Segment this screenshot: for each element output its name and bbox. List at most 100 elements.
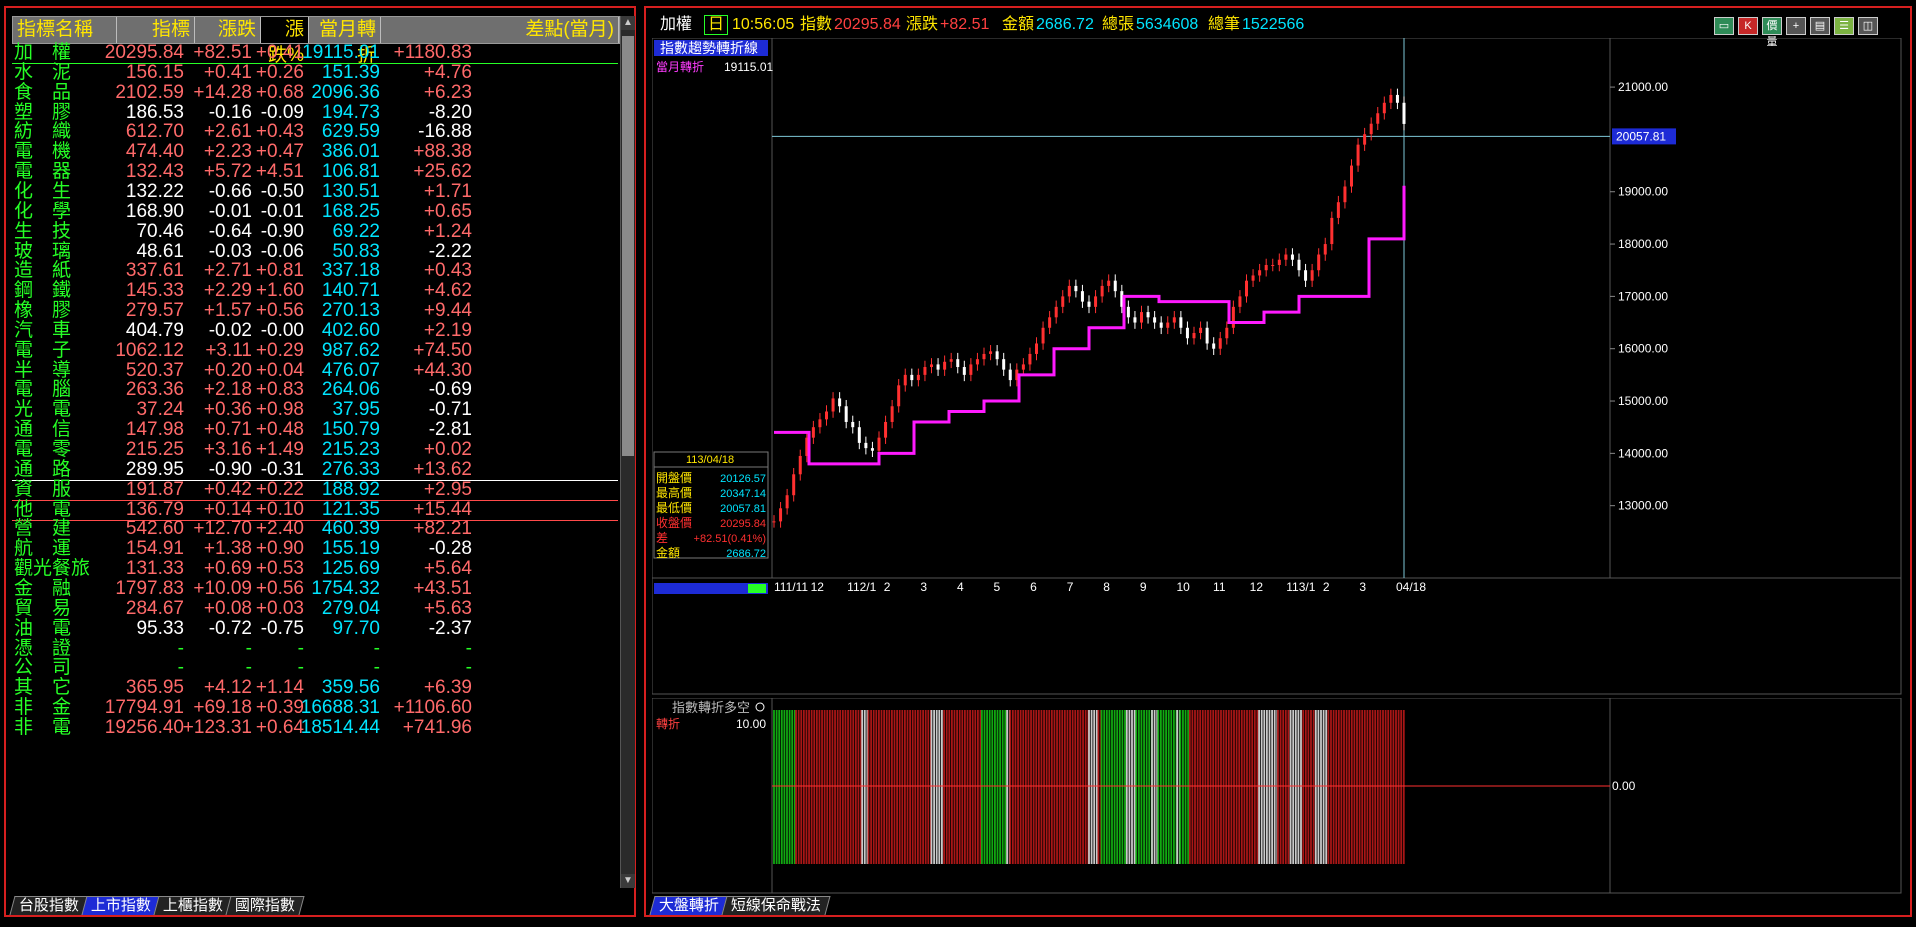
table-row[interactable]: 玻 璃 48.61 -0.03 -0.06 50.83 -2.22: [12, 241, 618, 262]
table-row[interactable]: 造 紙 337.61 +2.71 +0.81 337.18 +0.43: [12, 261, 618, 281]
right-tab-0[interactable]: 大盤轉折: [649, 896, 729, 915]
table-row[interactable]: 營 建 542.60 +12.70 +2.40 460.39 +82.21: [12, 519, 618, 539]
toolbar-button-1[interactable]: K: [1738, 17, 1758, 35]
diff-value: +2.95: [423, 478, 472, 500]
change-value: +82.51: [193, 42, 252, 63]
candle-body: [943, 361, 947, 370]
right-tab-1[interactable]: 短線保命戰法: [721, 896, 831, 915]
table-row[interactable]: 通 信 147.98 +0.71 +0.48 150.79 -2.81: [12, 420, 618, 440]
table-row[interactable]: 油 電 95.33 -0.72 -0.75 97.70 -2.37: [12, 618, 618, 639]
table-row[interactable]: 橡 膠 279.57 +1.57 +0.56 270.13 +9.44: [12, 301, 618, 321]
candle-body: [1264, 264, 1268, 271]
table-row[interactable]: 汽 車 404.79 -0.02 -0.00 402.60 +2.19: [12, 320, 618, 341]
scroll-thumb[interactable]: [622, 36, 634, 456]
index-name: 電 零: [14, 439, 72, 460]
table-row[interactable]: 資 服 191.87 +0.42 +0.22 188.92 +2.95: [12, 478, 618, 501]
x-tick-label: 4: [957, 580, 964, 594]
candle-body: [1382, 102, 1386, 114]
table-row[interactable]: 化 學 168.90 -0.01 -0.01 168.25 +0.65: [12, 201, 618, 222]
chart-panel: 加權 日 10:56:05 指數 20295.84 漲跌 +82.51 金額 2…: [644, 6, 1912, 917]
column-header-2[interactable]: 漲跌: [195, 17, 261, 43]
main-chart[interactable]: 指數趨勢轉折線 當月轉折 19115.01 13000.00 14000.00 15000…: [651, 37, 1902, 695]
change-pct: -0.00: [260, 319, 304, 341]
change-pct: +0.03: [255, 597, 304, 619]
column-header-3[interactable]: 漲跌%: [261, 17, 309, 66]
toolbar-button-0[interactable]: ▭: [1714, 17, 1734, 35]
trades-label: 總筆: [1208, 16, 1241, 33]
change-pct: +0.10: [255, 498, 304, 520]
index-value: 263.36: [125, 379, 184, 401]
table-row[interactable]: 非 金 17794.91 +69.18 +0.39 16688.31 +1106.60: [12, 698, 618, 718]
turning-value: 155.19: [321, 538, 380, 560]
toolbar-button-5[interactable]: ☰: [1834, 17, 1854, 35]
toolbar-button-4[interactable]: ▤: [1810, 17, 1830, 35]
index-value: 168.90: [125, 200, 184, 222]
table-row[interactable]: 鋼 鐵 145.33 +2.29 +1.60 140.71 +4.62: [12, 281, 618, 301]
change-value: +69.18: [193, 697, 252, 719]
left-tab-0[interactable]: 台股指數: [9, 896, 89, 915]
table-row[interactable]: 電 器 132.43 +5.72 +4.51 106.81 +25.62: [12, 162, 618, 182]
table-row[interactable]: 他 電 136.79 +0.14 +0.10 121.35 +15.44: [12, 498, 618, 521]
toolbar-button-2[interactable]: 價量: [1762, 17, 1782, 48]
amount-label: 金額: [1002, 16, 1035, 33]
turning-value: 476.07: [321, 359, 380, 381]
table-row[interactable]: 電 子 1062.12 +3.11 +0.29 987.62 +74.50: [12, 340, 618, 361]
vertical-scrollbar[interactable]: ▲ ▼: [620, 16, 635, 888]
info-value: 20295.84: [720, 518, 766, 530]
range-thumb[interactable]: [748, 584, 766, 593]
table-row[interactable]: 塑 膠 186.53 -0.16 -0.09 194.73 -8.20: [12, 102, 618, 123]
table-row[interactable]: 半 導 520.37 +0.20 +0.04 476.07 +44.30: [12, 360, 618, 381]
table-row[interactable]: 電 機 474.40 +2.23 +0.47 386.01 +88.38: [12, 142, 618, 162]
column-header-0[interactable]: 指標名稱: [13, 17, 117, 43]
table-row[interactable]: 化 生 132.22 -0.66 -0.50 130.51 +1.71: [12, 181, 618, 202]
index-value: 70.46: [136, 220, 184, 242]
period-button[interactable]: 日: [704, 15, 729, 35]
table-row[interactable]: 非 電 19256.40 +123.31 +0.64 18514.44 +741.96: [12, 717, 618, 738]
table-row[interactable]: 食 品 2102.59 +14.28 +0.68 2096.36 +6.23: [12, 82, 618, 103]
diff-value: +0.65: [423, 200, 472, 222]
gear-icon[interactable]: [755, 702, 765, 712]
candle-body: [975, 359, 979, 365]
table-row[interactable]: 電 零 215.25 +3.16 +1.49 215.23 +0.02: [12, 440, 618, 460]
table-row[interactable]: 紡 織 612.70 +2.61 +0.43 629.59 -16.88: [12, 122, 618, 142]
table-row[interactable]: 通 路 289.95 -0.90 -0.31 276.33 +13.62: [12, 458, 618, 481]
toolbar-button-3[interactable]: +: [1786, 17, 1806, 35]
table-row[interactable]: 電 腦 263.36 +2.18 +0.83 264.06 -0.69: [12, 380, 618, 400]
table-row[interactable]: 觀光餐旅 131.33 +0.69 +0.53 125.69 +5.64: [12, 559, 618, 579]
change-pct: -0.31: [260, 458, 304, 480]
table-row[interactable]: 航 運 154.91 +1.38 +0.90 155.19 -0.28: [12, 539, 618, 559]
turning-value: 987.62: [321, 339, 380, 361]
table-row[interactable]: 生 技 70.46 -0.64 -0.90 69.22 +1.24: [12, 221, 618, 242]
table-row[interactable]: 水 泥 156.15 +0.41 +0.26 151.39 +4.76: [12, 62, 618, 83]
scroll-down-icon[interactable]: ▼: [621, 874, 635, 888]
y-tick-label: 16000.00: [1618, 342, 1668, 356]
column-header-1[interactable]: 指標: [117, 17, 195, 43]
table-row[interactable]: 其 它 365.95 +4.12 +1.14 359.56 +6.39: [12, 678, 618, 698]
table-row[interactable]: 憑 證-----: [12, 638, 618, 659]
candle-body: [890, 406, 894, 422]
left-tab-2[interactable]: 上櫃指數: [153, 896, 233, 915]
change-value: +2.71: [203, 260, 252, 282]
column-header-4[interactable]: 當月轉折: [309, 17, 381, 66]
change-pct: +4.51: [255, 161, 304, 183]
scroll-up-icon[interactable]: ▲: [621, 16, 635, 30]
left-tab-1[interactable]: 上市指數: [81, 896, 161, 915]
table-row[interactable]: 加 權 20295.84 +82.51 +0.41 19115.01 +1180.83: [12, 43, 618, 64]
sub-chart[interactable]: 指數轉折多空 轉折 10.00 0.00: [651, 697, 1902, 894]
x-tick-label: 111/11: [774, 580, 808, 594]
y-tick-label: 18000.00: [1618, 237, 1668, 251]
index-name: 電 機: [14, 141, 72, 163]
table-row[interactable]: 金 融 1797.83 +10.09 +0.56 1754.32 +43.51: [12, 578, 618, 599]
column-header-5[interactable]: 差點(當月): [381, 17, 619, 43]
change-pct: +1.49: [255, 439, 304, 460]
crosshair-value: 20057.81: [1616, 129, 1666, 143]
table-row[interactable]: 公 司-----: [12, 658, 618, 678]
change-value: +2.23: [203, 141, 252, 163]
table-row[interactable]: 光 電 37.24 +0.36 +0.98 37.95 -0.71: [12, 400, 618, 420]
left-tab-3[interactable]: 國際指數: [225, 896, 305, 915]
x-tick-label: 113/1: [1286, 580, 1315, 594]
toolbar-button-6[interactable]: ◫: [1858, 17, 1878, 35]
table-row[interactable]: 貿 易 284.67 +0.08 +0.03 279.04 +5.63: [12, 598, 618, 619]
